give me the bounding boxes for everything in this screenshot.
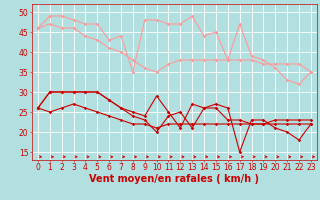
- X-axis label: Vent moyen/en rafales ( km/h ): Vent moyen/en rafales ( km/h ): [89, 174, 260, 184]
